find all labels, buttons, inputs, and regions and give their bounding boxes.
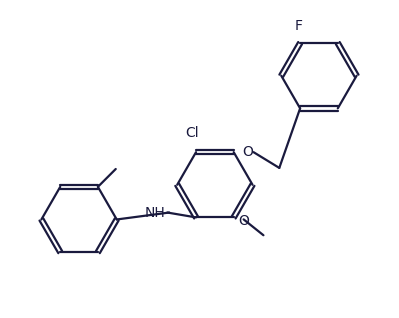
Text: O: O — [239, 214, 249, 228]
Text: F: F — [294, 19, 302, 33]
Text: NH: NH — [145, 205, 166, 219]
Text: O: O — [242, 145, 253, 159]
Text: Cl: Cl — [185, 126, 199, 140]
